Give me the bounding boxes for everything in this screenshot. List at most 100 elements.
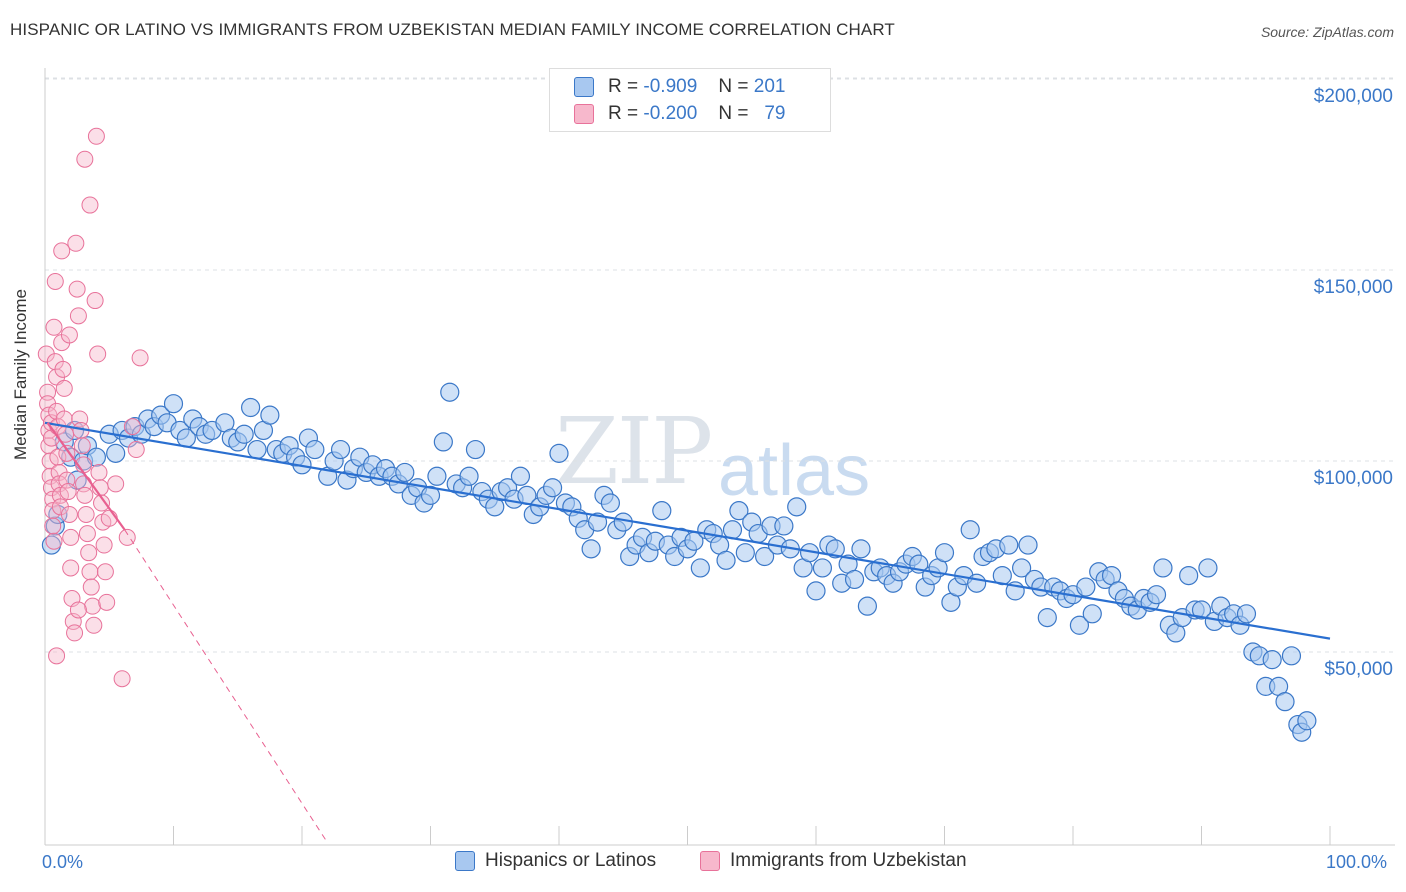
data-point-hispanic <box>427 466 447 486</box>
data-point-uzbekistan <box>60 505 78 523</box>
data-point-uzbekistan <box>49 448 67 466</box>
data-point-hispanic <box>844 569 865 590</box>
legend-row-uzbekistan: R = -0.200 N = 79 <box>574 102 785 126</box>
data-point-hispanic <box>806 581 826 601</box>
data-point-hispanic <box>1082 604 1102 624</box>
data-point-hispanic <box>754 546 775 567</box>
data-point-uzbekistan <box>90 463 108 481</box>
data-point-hispanic <box>330 439 351 460</box>
data-point-uzbekistan <box>55 379 73 397</box>
data-point-hispanic <box>465 439 486 460</box>
data-point-hispanic <box>735 543 755 563</box>
legend-r-label: R = <box>608 103 639 124</box>
trend-line-uzbekistan <box>46 422 126 531</box>
data-point-uzbekistan <box>107 475 125 493</box>
legend-swatch-blue <box>574 77 594 97</box>
data-point-uzbekistan <box>69 601 87 619</box>
data-point-uzbekistan <box>53 242 71 260</box>
data-point-uzbekistan <box>81 563 99 581</box>
legend-r-label: R = <box>608 76 639 97</box>
data-point-uzbekistan <box>100 509 118 527</box>
data-point-hispanic <box>1179 565 1199 586</box>
data-point-hispanic <box>1018 535 1038 555</box>
data-point-hispanic <box>967 573 987 593</box>
data-point-hispanic <box>234 424 254 444</box>
data-point-hispanic <box>247 439 267 460</box>
data-point-hispanic <box>41 535 62 555</box>
data-point-hispanic <box>825 539 845 559</box>
data-point-hispanic <box>1153 558 1173 578</box>
x-tick-label-max: 100.0% <box>1326 852 1388 872</box>
data-point-uzbekistan <box>58 444 76 462</box>
legend-r-value: -0.200 <box>643 103 698 124</box>
data-point-uzbekistan <box>62 559 80 577</box>
legend-n-label: N = <box>718 76 749 97</box>
y-tick-label-150000: $150,000 <box>1313 277 1393 298</box>
data-point-uzbekistan <box>45 532 63 550</box>
legend-n-value: 79 <box>764 103 786 124</box>
data-point-hispanic <box>1275 692 1295 712</box>
data-point-hispanic <box>1146 585 1167 605</box>
data-point-uzbekistan <box>78 525 96 543</box>
data-point-hispanic <box>652 501 672 521</box>
data-point-hispanic <box>549 443 569 463</box>
data-point-hispanic <box>305 439 325 460</box>
data-point-uzbekistan <box>113 670 131 688</box>
data-point-hispanic <box>1076 577 1096 597</box>
data-point-uzbekistan <box>68 280 86 298</box>
data-point-hispanic <box>934 543 955 563</box>
data-point-uzbekistan <box>67 234 85 252</box>
data-point-hispanic <box>729 501 749 521</box>
data-point-hispanic <box>812 558 833 578</box>
data-point-hispanic <box>600 493 621 513</box>
data-point-hispanic <box>587 512 608 532</box>
data-point-hispanic <box>459 466 479 486</box>
data-point-hispanic <box>433 432 453 452</box>
data-point-uzbekistan <box>45 318 63 336</box>
trend-line-hispanic <box>44 421 1331 640</box>
data-point-uzbekistan <box>87 127 105 145</box>
data-point-uzbekistan <box>60 326 78 344</box>
data-point-hispanic <box>613 512 633 532</box>
data-point-hispanic <box>1262 650 1282 670</box>
data-point-uzbekistan <box>96 563 114 581</box>
source-label: Source: ZipAtlas.com <box>1260 24 1394 40</box>
data-point-uzbekistan <box>48 647 66 665</box>
data-point-hispanic <box>1281 646 1302 666</box>
legend-r-value: -0.909 <box>643 76 698 97</box>
data-point-uzbekistan <box>89 345 107 363</box>
data-point-hispanic <box>1037 608 1057 628</box>
data-point-uzbekistan <box>93 494 111 512</box>
data-point-uzbekistan <box>44 517 62 535</box>
legend-n-label: N = <box>718 103 749 124</box>
data-point-uzbekistan <box>85 616 103 634</box>
y-axis-label: Median Family Income <box>11 288 30 460</box>
data-point-hispanic <box>960 520 980 540</box>
data-point-uzbekistan <box>98 593 116 611</box>
data-point-hispanic <box>1011 558 1032 578</box>
data-point-hispanic <box>510 466 531 486</box>
data-point-hispanic <box>420 485 441 505</box>
x-tick-label-min: 0.0% <box>42 852 84 872</box>
data-point-hispanic <box>1069 615 1090 635</box>
watermark-zip: ZIP <box>555 398 713 505</box>
bottom-legend-uzbekistan: Immigrants from Uzbekistan <box>700 850 967 872</box>
data-point-uzbekistan <box>69 307 87 325</box>
data-point-uzbekistan <box>66 624 84 642</box>
bottom-legend-swatch-blue <box>455 851 475 871</box>
data-point-hispanic <box>999 535 1019 555</box>
y-tick-label-100000: $100,000 <box>1313 468 1393 489</box>
data-point-hispanic <box>395 462 415 483</box>
chart-title: HISPANIC OR LATINO VS IMMIGRANTS FROM UZ… <box>10 20 895 39</box>
data-point-hispanic <box>581 539 601 559</box>
data-point-hispanic <box>774 516 794 536</box>
bottom-legend-hispanic: Hispanics or Latinos <box>455 850 656 872</box>
data-point-uzbekistan <box>46 272 64 290</box>
data-point-uzbekistan <box>76 486 94 504</box>
data-point-hispanic <box>86 447 107 467</box>
data-point-hispanic <box>722 520 743 540</box>
data-point-hispanic <box>716 550 736 570</box>
data-point-hispanic <box>787 497 807 517</box>
data-point-hispanic <box>1191 600 1212 620</box>
